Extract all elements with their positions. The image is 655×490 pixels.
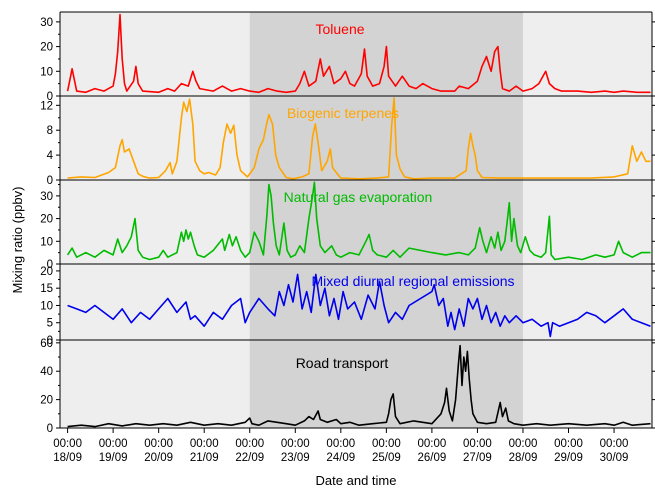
x-tick-date: 30/09 [600, 452, 629, 464]
x-tick-time: 00:00 [554, 438, 583, 450]
x-tick-time: 00:00 [463, 438, 492, 450]
x-axis-title: Date and time [316, 473, 397, 488]
y-tick-label: 4 [47, 150, 54, 162]
series-line-5 [67, 344, 651, 428]
y-tick-label: 40 [40, 366, 53, 378]
x-tick-time: 00:00 [372, 438, 401, 450]
y-tick-label: 60 [40, 338, 53, 350]
x-tick-date: 22/09 [235, 452, 264, 464]
x-tick-time: 00:00 [326, 438, 355, 450]
y-tick-label: 0 [47, 175, 53, 187]
x-tick-time: 00:00 [53, 438, 82, 450]
x-tick-date: 23/09 [281, 452, 310, 464]
y-tick-label: 30 [40, 191, 53, 203]
y-tick-label: 20 [40, 214, 53, 226]
x-tick-time: 00:00 [600, 438, 629, 450]
panel-label-4: Mixed diurnal regional emissions [311, 273, 514, 289]
panel-1: 0 10 20 30 Toluene [40, 13, 655, 103]
y-tick-label: 30 [40, 17, 53, 29]
y-tick-label: 8 [47, 125, 53, 137]
y-tick-label: 0 [47, 91, 53, 103]
y-tick-label: 0 [47, 259, 53, 271]
y-tick-label: 15 [40, 283, 53, 295]
y-tick-label: 5 [47, 318, 53, 330]
y-tick-label: 0 [47, 423, 53, 435]
y-axis-title: Mixing ratio (ppbv) [10, 187, 25, 294]
x-tick-date: 29/09 [554, 452, 583, 464]
x-tick-time: 00:00 [144, 438, 173, 450]
y-tick-label: 10 [40, 236, 53, 248]
x-tick-date: 20/09 [144, 452, 173, 464]
series-line-1 [66, 13, 651, 94]
panel-4: 0 5 10 15 20 Mixed diurnal regional emissions [40, 266, 655, 347]
y-tick-label: 10 [40, 66, 53, 78]
x-tick-time: 00:00 [99, 438, 128, 450]
x-tick-time: 00:00 [418, 438, 447, 450]
x-tick-time: 00:00 [281, 438, 310, 450]
y-tick-label: 10 [40, 300, 53, 312]
x-tick-time: 00:00 [509, 438, 538, 450]
y-tick-label: 0 [47, 335, 53, 347]
panel-label-1: Toluene [315, 21, 364, 37]
panel-label-5: Road transport [296, 355, 389, 371]
series-line-4 [67, 273, 651, 338]
x-tick-date: 21/09 [190, 452, 219, 464]
x-tick-date: 27/09 [463, 452, 492, 464]
x-tick-time: 00:00 [190, 438, 219, 450]
y-tick-label: 20 [40, 266, 53, 278]
panel-label-2: Biogenic terpenes [287, 105, 399, 121]
y-tick-label: 20 [40, 42, 53, 54]
x-tick-date: 26/09 [418, 452, 447, 464]
panel-3: 0 10 20 30 Natural gas evaporation [40, 181, 655, 271]
series-line-3 [66, 181, 651, 261]
x-tick-time: 00:00 [235, 438, 264, 450]
x-tick-date: 25/09 [372, 452, 401, 464]
series-line-2 [67, 97, 651, 180]
y-tick-label: 12 [40, 100, 53, 112]
x-tick-date: 19/09 [99, 452, 128, 464]
x-tick-date: 18/09 [53, 452, 82, 464]
x-tick-date: 28/09 [509, 452, 538, 464]
x-tick-date: 24/09 [326, 452, 355, 464]
panel-label-3: Natural gas evaporation [284, 189, 433, 205]
panel-2: 0 4 8 12 Biogenic terpenes [40, 97, 655, 187]
y-tick-label: 20 [40, 395, 53, 407]
